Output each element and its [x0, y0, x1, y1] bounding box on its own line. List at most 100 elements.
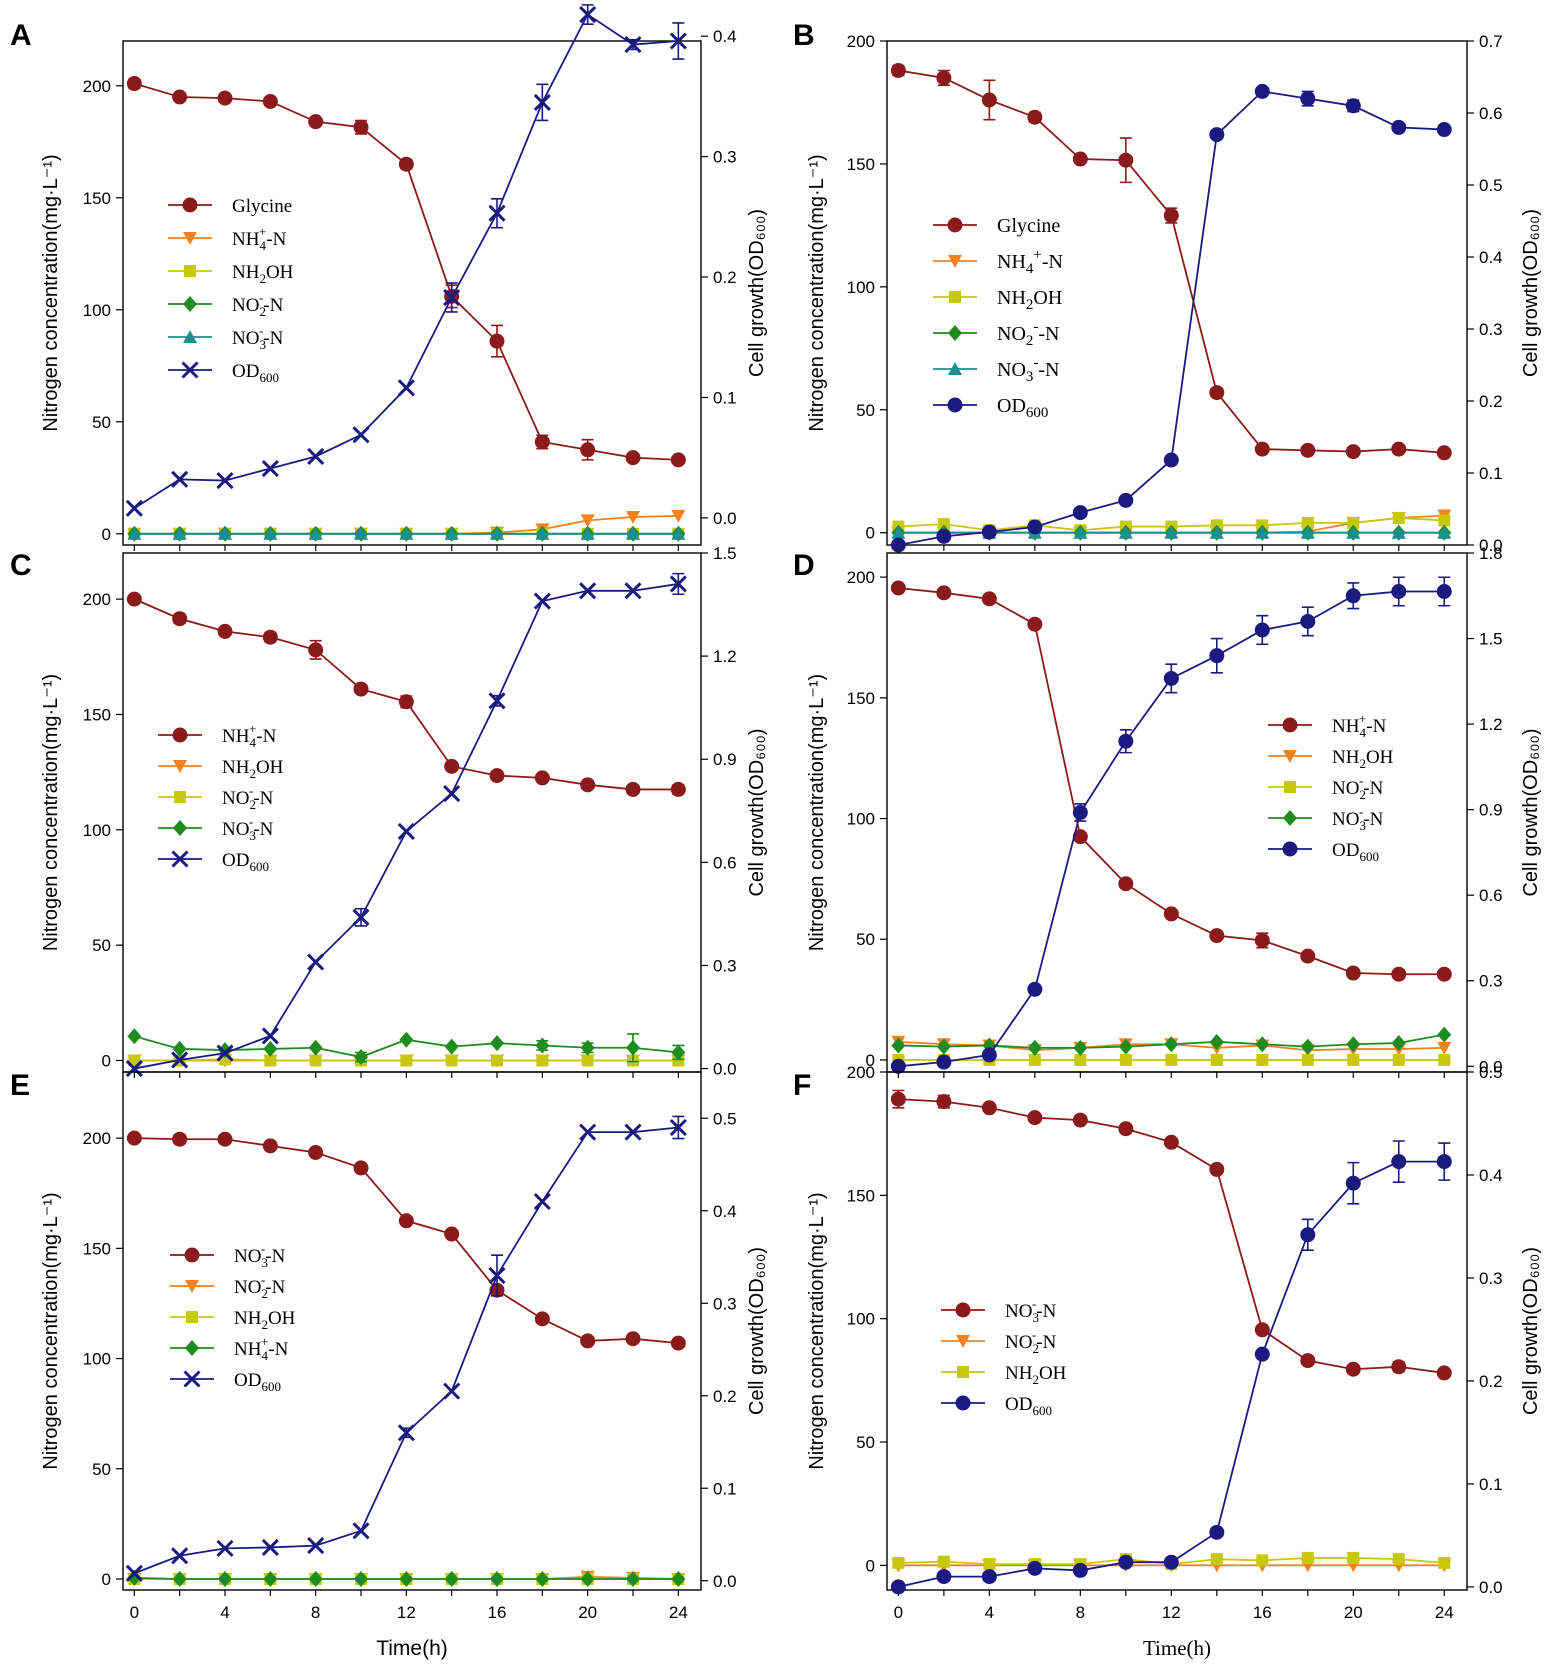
y-left-tick-label: 100 [847, 810, 875, 829]
data-point [937, 1555, 950, 1568]
y-right-axis-title: Cell growth(OD₆₀₀) [746, 728, 768, 896]
data-point [1163, 1554, 1179, 1570]
data-point [1300, 1353, 1316, 1369]
y-left-tick-label: 100 [847, 278, 875, 297]
data-point [354, 1570, 368, 1587]
data-point [1300, 442, 1316, 458]
data-point [127, 1028, 142, 1045]
series-line [898, 1160, 1445, 1588]
data-point [491, 1054, 503, 1067]
legend-marker [1282, 717, 1298, 733]
data-point [580, 1333, 596, 1349]
data-point [172, 89, 188, 105]
chart-panel-f: F 0 50 100 150 200 0.0 0.1 0.2 0.3 0.4 0.5 0 4 8 12 16 20… [793, 1063, 1542, 1660]
data-point [671, 1044, 686, 1061]
data-point [1300, 613, 1316, 629]
data-point [126, 1130, 142, 1146]
data-point [1438, 1053, 1451, 1066]
data-point [669, 32, 687, 50]
data-point [262, 1138, 278, 1154]
legend-label: NH4+-N [234, 1334, 289, 1363]
legend-label: NH2OH [1332, 747, 1394, 771]
legend-item: NO2--N [170, 1272, 286, 1301]
data-point [983, 1558, 996, 1571]
data-point [981, 524, 997, 540]
data-point [172, 1570, 187, 1587]
y-right-tick-label: 0.3 [713, 148, 737, 167]
data-point [1391, 1154, 1407, 1170]
legend-label: NO3--N [234, 1241, 286, 1270]
chart-panel-c: C 0 50 100 150 200 0.0 0.3 0.6 0.9 1.2 1.5 Nitrogen … [10, 544, 768, 1079]
data-point [1301, 1053, 1314, 1066]
data-point [936, 1569, 952, 1585]
y-right-tick-label: 1.5 [713, 544, 737, 563]
x-axis-title: Time(h) [376, 1637, 448, 1660]
series-line [134, 1126, 679, 1575]
data-point [261, 1027, 279, 1045]
data-point [533, 592, 551, 610]
y-right-tick-label: 0.9 [713, 750, 737, 769]
data-point [1347, 516, 1360, 529]
data-point [890, 580, 906, 596]
data-point [490, 526, 504, 540]
data-point [308, 642, 324, 658]
legend-label: NO2--N [232, 290, 284, 319]
y-right-tick-label: 0.0 [713, 1572, 737, 1591]
data-point [1254, 622, 1270, 638]
data-point [264, 1054, 277, 1067]
data-point [534, 434, 550, 450]
legend-marker [183, 330, 197, 343]
series-no2-n [892, 1053, 1451, 1066]
series-no3-n [127, 526, 686, 540]
data-point [1438, 514, 1451, 527]
data-point [981, 1100, 997, 1116]
data-point [1118, 492, 1134, 508]
data-point [1255, 1036, 1270, 1053]
y-right-tick-label: 0.5 [1479, 1063, 1503, 1082]
y-right-tick-label: 0.2 [1479, 1372, 1503, 1391]
data-point [307, 447, 325, 466]
y-left-axis-title: Nitrogen concentration(mg·L⁻¹) [806, 674, 828, 951]
data-point [353, 681, 369, 697]
plot-frame [122, 552, 702, 1073]
data-point [444, 758, 460, 774]
series-nh4-n [890, 580, 1452, 982]
plot-frame [122, 40, 702, 546]
data-point [671, 1570, 686, 1587]
legend-label: NO2--N [997, 319, 1060, 349]
legend-item: NH2OH [1268, 747, 1394, 771]
data-point [1163, 670, 1179, 686]
data-point [1346, 1036, 1361, 1053]
data-point [1028, 1053, 1041, 1066]
data-point [1345, 98, 1361, 114]
data-point [217, 90, 233, 106]
legend-marker [183, 1370, 201, 1388]
data-point [1118, 1554, 1134, 1570]
legend-item: NO2--N [933, 319, 1060, 349]
data-point [1163, 452, 1179, 468]
legend-label: NH2OH [234, 1308, 296, 1332]
data-point [398, 694, 414, 710]
data-point [443, 288, 461, 307]
data-point [172, 1040, 187, 1057]
series-line [134, 1137, 679, 1345]
data-point [624, 1123, 642, 1141]
data-point [1119, 1053, 1132, 1066]
legend-label: NO3--N [997, 355, 1060, 385]
x-tick-label: 0 [894, 1603, 903, 1622]
legend-item: Glycine [168, 196, 292, 217]
y-right-tick-label: 1.2 [713, 647, 737, 666]
data-point [216, 1044, 234, 1062]
x-tick-label: 16 [1253, 1603, 1272, 1622]
data-point [125, 1564, 143, 1582]
data-point [263, 1040, 278, 1057]
series-od600 [890, 83, 1452, 553]
legend-item: OD600 [1268, 840, 1379, 864]
data-point [126, 76, 142, 92]
y-left-tick-label: 200 [847, 1063, 875, 1082]
legend-marker [182, 197, 198, 213]
legend-label: NO2--N [1005, 1327, 1057, 1356]
data-point [1118, 1038, 1133, 1055]
data-point [1210, 1053, 1223, 1066]
